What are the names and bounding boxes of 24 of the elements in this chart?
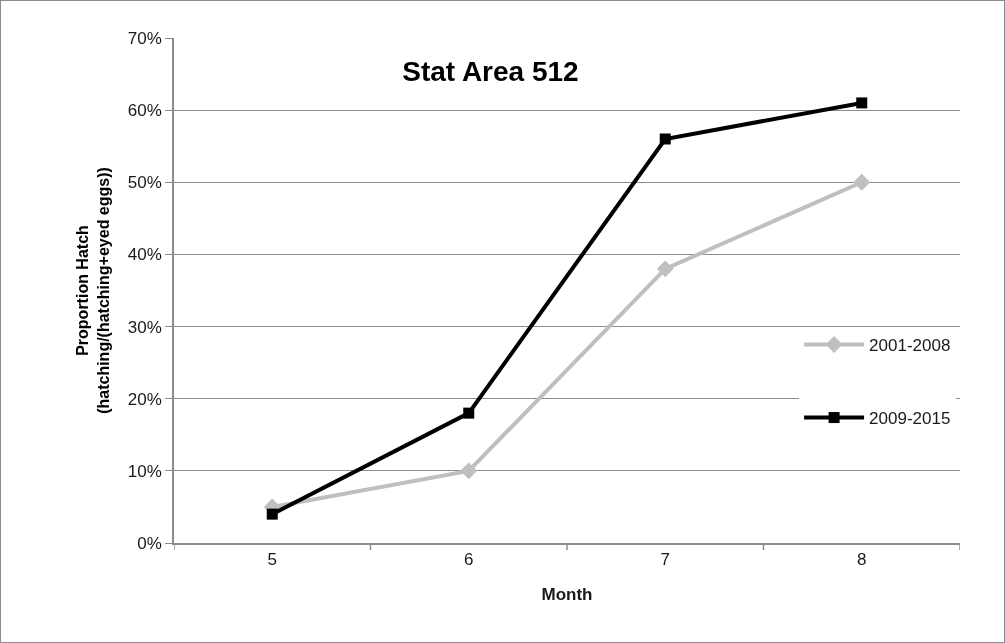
x-axis-title: Month bbox=[541, 585, 593, 605]
y-tick-label: 30% bbox=[127, 317, 162, 337]
point bbox=[463, 407, 475, 419]
point bbox=[266, 508, 278, 520]
legend-label: 2001-2008 bbox=[869, 336, 951, 356]
x-tick-label: 6 bbox=[464, 550, 474, 570]
point bbox=[659, 133, 671, 145]
point bbox=[656, 260, 674, 278]
point bbox=[853, 173, 871, 191]
point bbox=[856, 97, 868, 109]
y-tick-label: 20% bbox=[127, 389, 162, 409]
x-tick-label: 8 bbox=[857, 550, 867, 570]
x-tick-label: 5 bbox=[267, 550, 277, 570]
y-tick-label: 50% bbox=[127, 173, 162, 193]
y-axis-title: Proportion Hatch (hatching/(hatching+eyed eggs)) bbox=[74, 167, 113, 414]
text: Stat Area 512 bbox=[402, 56, 579, 88]
y-tick-label: 70% bbox=[127, 28, 162, 48]
y-tick-label: 0% bbox=[137, 533, 162, 553]
y-tick-label: 60% bbox=[127, 101, 162, 121]
point bbox=[460, 462, 478, 480]
x-tick-label: 7 bbox=[660, 550, 670, 570]
y-tick-label: 40% bbox=[127, 245, 162, 265]
y-tick-label: 10% bbox=[127, 461, 162, 481]
legend-label: 2009-2015 bbox=[869, 409, 951, 429]
